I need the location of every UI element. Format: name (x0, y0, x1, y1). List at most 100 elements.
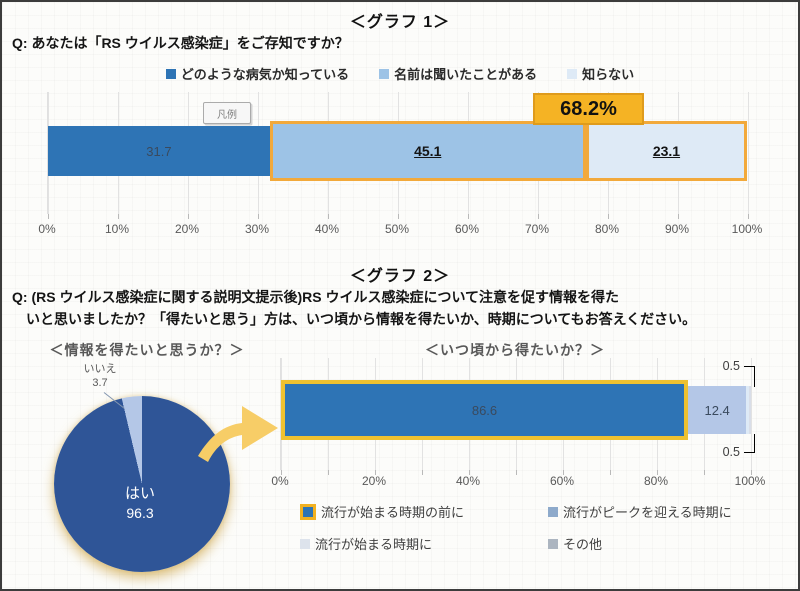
axis-tick-label: 50% (384, 222, 410, 236)
pie-label-yes-value: 96.3 (126, 505, 154, 521)
legend-marker (548, 538, 558, 549)
graph1-legend: どのような病気か知っている 名前は聞いたことがある 知らない (2, 64, 798, 83)
legend-marker (165, 68, 176, 79)
axis-tick (538, 214, 539, 219)
graph1-heading: ＜グラフ 1＞ (349, 14, 451, 31)
axis-tick (328, 470, 329, 475)
axis-tick (422, 470, 423, 475)
graph2-plot: 86.6 12.4 (280, 358, 752, 475)
callout-bottom-value: 0.5 (722, 445, 740, 459)
pie-label-no: いいえ 3.7 (70, 363, 130, 391)
axis-tick (608, 214, 609, 219)
graph1-question: Q: あなたは「RS ウイルス感染症」をご存知ですか？ (12, 35, 349, 51)
graph2-legend: 流行が始まる時期の前に 流行がピークを迎える時期に流行が始まる時期に その他 (300, 502, 732, 553)
graph2-stacked-bar: 86.6 12.4 (281, 380, 751, 440)
graph2-question: Q: (RS ウイルス感染症に関する説明文提示後)RS ウイルス感染症について注… (12, 289, 697, 328)
axis-tick (281, 470, 282, 475)
legend-button[interactable]: 凡例 (203, 102, 251, 124)
axis-tick-label: 10% (104, 222, 130, 236)
legend-item: 流行が始まる時期の前に (300, 502, 548, 521)
bar-segment (746, 386, 749, 434)
axis-tick (657, 470, 658, 475)
legend-item: どのような病気か知っている (165, 64, 350, 83)
legend-label: 流行がピークを迎える時期に (563, 505, 732, 520)
axis-tick (704, 470, 705, 475)
bar2-chart-title: ＜いつ頃から得たいか？＞ (425, 342, 605, 358)
axis-tick-label: 20% (174, 222, 200, 236)
bar-segment: 23.1 (585, 121, 748, 181)
axis-tick (610, 470, 611, 475)
axis-tick (398, 214, 399, 219)
legend-marker (300, 503, 316, 520)
legend-button-label: 凡例 (217, 109, 237, 121)
axis-tick (468, 214, 469, 219)
bar-segment: 86.6 (281, 380, 689, 440)
highlight-total-label: 68.2% (560, 97, 617, 120)
bar-segment: 12.4 (688, 386, 747, 434)
legend-label: 流行が始まる時期の前に (321, 505, 465, 520)
legend-item: 流行がピークを迎える時期に (548, 502, 732, 521)
graph1-plot: 31.7 45.1 23.1 (47, 92, 749, 219)
gridline (751, 358, 752, 470)
graph1-stacked-bar: 31.7 45.1 23.1 (48, 121, 748, 181)
graph2-x-axis: 0% 20% 40% 60% 80% 100% (271, 474, 765, 490)
pie-label-yes-text: はい (124, 485, 155, 502)
axis-tick (328, 214, 329, 219)
axis-tick-label: 80% (594, 222, 620, 236)
legend-label: 流行が始まる時期に (315, 537, 433, 552)
axis-tick-label: 0% (271, 474, 289, 488)
bar-segment-label: 23.1 (652, 143, 681, 159)
legend-label: その他 (563, 537, 603, 552)
legend-item: 知らない (567, 64, 634, 83)
legend-item: 名前は聞いたことがある (379, 64, 537, 83)
graph1-x-axis: 0% 10% 20% 30% 40% 50% 60% 70% 80% 90% 100% (38, 222, 762, 238)
callout-bottom-bracket (744, 434, 755, 453)
pie-label-no-value: 3.7 (92, 376, 108, 389)
pie-label-no-text: いいえ (83, 363, 117, 375)
legend-marker (567, 68, 578, 79)
axis-tick-label: 40% (455, 474, 481, 488)
legend-marker (548, 506, 558, 517)
axis-tick (118, 214, 119, 219)
axis-tick (469, 470, 470, 475)
legend-marker (379, 68, 390, 79)
axis-tick-label: 70% (524, 222, 550, 236)
axis-tick (188, 214, 189, 219)
callout-top-value: 0.5 (722, 359, 740, 373)
pie-label-yes: はい 96.3 (90, 483, 190, 524)
axis-tick-label: 0% (38, 222, 56, 236)
axis-tick-label: 100% (734, 474, 766, 488)
axis-tick-label: 90% (664, 222, 690, 236)
highlight-total-callout: 68.2% (533, 93, 644, 125)
axis-tick (375, 470, 376, 475)
axis-tick-label: 80% (643, 474, 669, 488)
axis-tick-label: 40% (314, 222, 340, 236)
legend-item: 流行が始まる時期に (300, 534, 548, 553)
bar-segment-label: 45.1 (414, 143, 442, 159)
legend-label: どのような病気か知っている (180, 67, 350, 82)
axis-tick (748, 214, 749, 219)
legend-marker (300, 538, 310, 549)
bar-segment: 31.7 (48, 126, 270, 176)
axis-tick (678, 214, 679, 219)
axis-tick (258, 214, 259, 219)
axis-tick-label: 60% (454, 222, 480, 236)
callout-top-bracket (744, 366, 755, 387)
bar-segment-label: 86.6 (471, 402, 498, 418)
axis-tick-label: 100% (731, 222, 763, 236)
pie-chart-title: ＜情報を得たいと思うか？＞ (49, 342, 245, 358)
axis-tick-label: 20% (361, 474, 387, 488)
axis-tick-label: 30% (244, 222, 270, 236)
bar-segment (748, 386, 751, 434)
gridline (748, 92, 749, 214)
legend-label: 名前は聞いたことがある (394, 67, 538, 82)
legend-item: その他 (548, 534, 732, 553)
bar-segment-label: 31.7 (146, 143, 172, 159)
axis-tick (516, 470, 517, 475)
bar-segment-label: 12.4 (704, 402, 730, 418)
graph2-heading: ＜グラフ 2＞ (349, 268, 451, 285)
pie-chart (54, 396, 230, 572)
axis-tick (48, 214, 49, 219)
arrow-icon (198, 406, 278, 462)
